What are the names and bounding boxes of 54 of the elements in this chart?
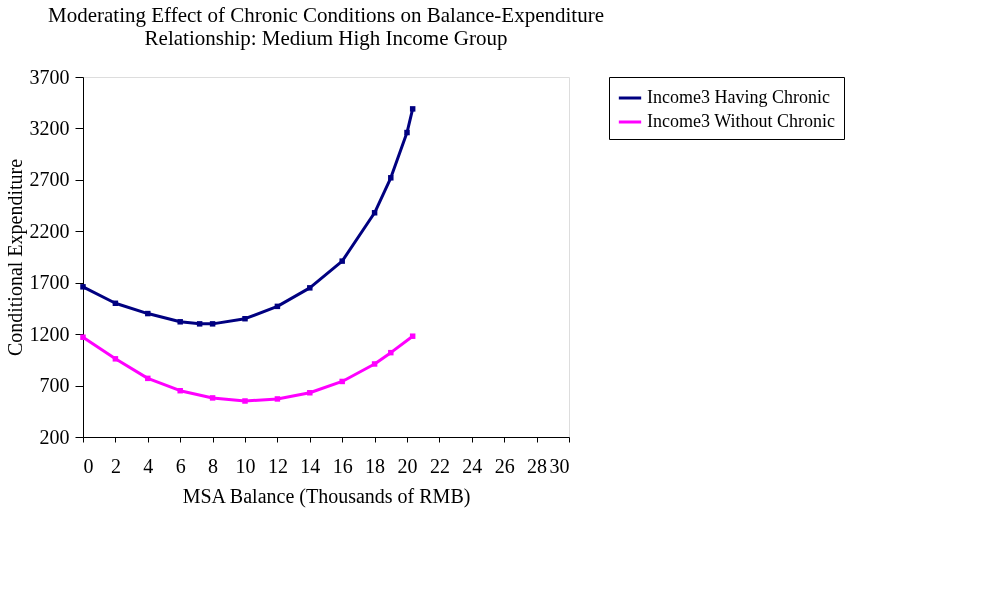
point	[307, 285, 313, 291]
point	[388, 349, 394, 356]
y-axis-title: Conditional Expenditure	[3, 158, 27, 357]
y-tick-label: 200	[39, 425, 70, 448]
y-tick-label: 3700	[29, 65, 70, 88]
point	[145, 375, 151, 382]
x-tick-label: 0	[83, 454, 94, 477]
x-tick-label: 26	[494, 454, 515, 477]
y-tick-label: 1700	[29, 271, 70, 294]
point	[80, 334, 86, 340]
point	[242, 315, 248, 322]
y-tick-label: 1200	[29, 322, 70, 345]
point	[209, 321, 216, 327]
x-tick-label: 22	[429, 454, 450, 477]
y-tick-label: 3200	[29, 116, 70, 139]
text: Relationship: Medium High Income Group	[144, 26, 508, 50]
point	[409, 333, 416, 339]
x-tick-label: 12	[267, 454, 288, 477]
y-tick-label: 2700	[29, 168, 70, 191]
x-tick-label: 20	[397, 454, 418, 477]
x-tick-label: 8	[208, 454, 219, 477]
x-tick-label: 2	[110, 454, 121, 477]
x-tick-label: 18	[365, 454, 386, 477]
point	[242, 398, 248, 404]
point	[112, 356, 119, 362]
x-tick-label: 14	[300, 454, 321, 477]
point	[371, 210, 378, 216]
point	[371, 361, 378, 367]
x-tick-label: 16	[332, 454, 353, 477]
point	[388, 175, 394, 181]
point	[404, 129, 410, 136]
x-tick-label: 28	[527, 454, 548, 477]
x-tick-label: 6	[175, 454, 186, 477]
y-tick-label: 700	[39, 374, 70, 397]
text: Moderating Effect of Chronic Conditions on Balance-Expenditure	[48, 3, 604, 27]
point	[196, 321, 203, 327]
point	[209, 395, 216, 401]
legend-label: Income3 Without Chronic	[647, 111, 835, 131]
point	[307, 390, 313, 396]
point	[339, 378, 345, 385]
x-axis-title: MSA Balance (Thousands of RMB)	[182, 484, 471, 508]
point	[145, 310, 151, 317]
point	[339, 258, 345, 264]
x-tick-label: 24	[462, 454, 483, 477]
y-tick-label: 2200	[29, 219, 70, 242]
point	[274, 396, 281, 402]
x-tick-label: 30	[549, 454, 570, 477]
point	[177, 387, 183, 394]
x-tick-label: 10	[235, 454, 256, 477]
legend-label: Income3 Having Chronic	[647, 87, 830, 107]
point	[80, 284, 86, 290]
x-tick-label: 4	[143, 454, 154, 477]
point	[177, 319, 183, 325]
point	[409, 106, 416, 112]
